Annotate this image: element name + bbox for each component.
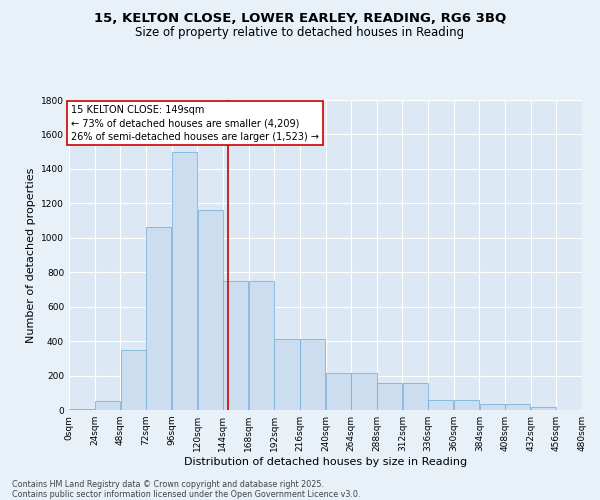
Bar (249, 281, 274, 410)
Bar (197, 210, 223, 410)
Bar (505, 404, 530, 410)
Bar (172, 152, 197, 410)
Bar (326, 373, 351, 410)
X-axis label: Distribution of detached houses by size in Reading: Distribution of detached houses by size … (184, 457, 467, 467)
Text: Size of property relative to detached houses in Reading: Size of property relative to detached ho… (136, 26, 464, 39)
Y-axis label: Number of detached properties: Number of detached properties (26, 168, 35, 342)
Bar (223, 281, 248, 410)
Bar (300, 338, 325, 410)
Bar (454, 400, 479, 410)
Bar (403, 384, 428, 410)
Bar (274, 338, 299, 410)
Bar (352, 373, 377, 410)
Bar (69, 409, 94, 410)
Bar (121, 350, 146, 410)
Text: 15 KELTON CLOSE: 149sqm
← 73% of detached houses are smaller (4,209)
26% of semi: 15 KELTON CLOSE: 149sqm ← 73% of detache… (71, 105, 319, 142)
Text: 15, KELTON CLOSE, LOWER EARLEY, READING, RG6 3BQ: 15, KELTON CLOSE, LOWER EARLEY, READING,… (94, 12, 506, 26)
Text: Contains HM Land Registry data © Crown copyright and database right 2025.
Contai: Contains HM Land Registry data © Crown c… (12, 480, 361, 499)
Bar (428, 400, 454, 410)
Bar (95, 402, 120, 410)
Bar (377, 384, 402, 410)
Bar (146, 228, 172, 410)
Bar (531, 408, 556, 410)
Bar (479, 404, 505, 410)
